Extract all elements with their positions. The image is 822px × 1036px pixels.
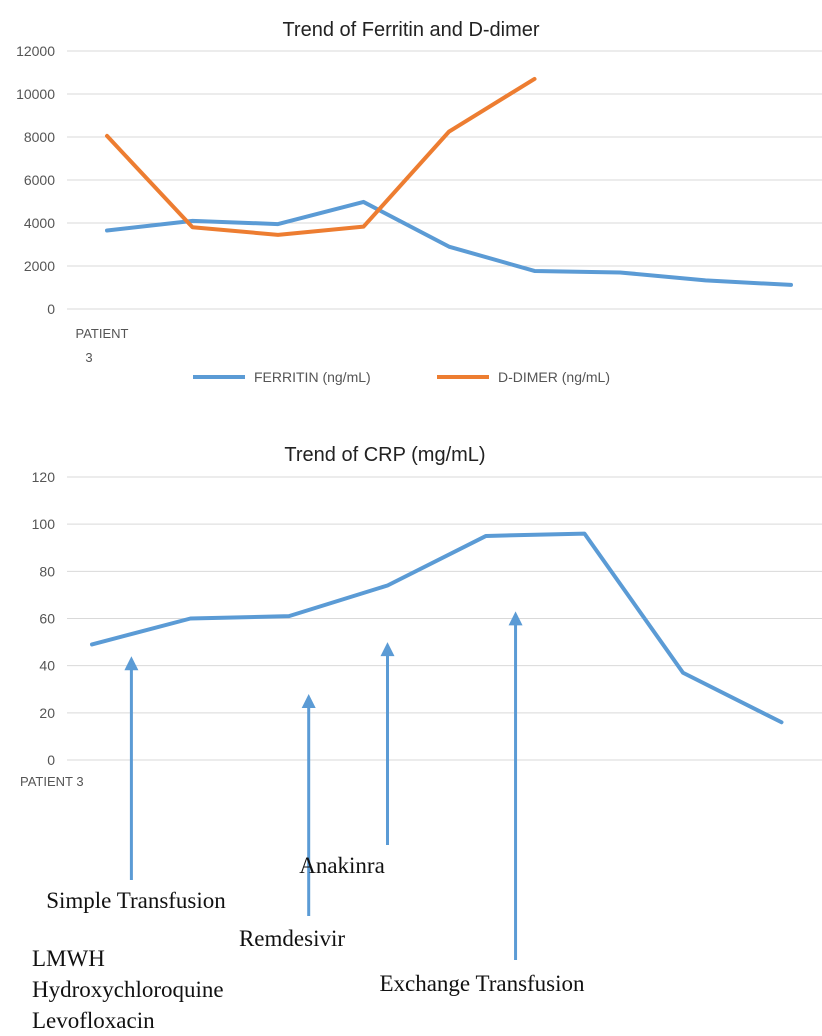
series-line-d-dimer — [105, 76, 537, 237]
y-tick-label: 0 — [47, 301, 55, 317]
annotation-arrowhead — [380, 642, 395, 657]
x-tick-label: 3 — [85, 350, 92, 365]
annotation-arrowhead — [301, 693, 316, 708]
chart1-y-axis: 0 2000 4000 6000 8000 10000 12000 — [16, 43, 55, 317]
annotation-label: LMWH — [32, 946, 105, 971]
chart1-legend: FERRITIN (ng/mL) D-DIMER (ng/mL) — [193, 369, 610, 385]
annotation-label: Hydroxychloroquine — [32, 977, 224, 1002]
y-tick-label: 20 — [39, 705, 55, 721]
chart2-annotations: Simple Transfusion LMWH Hydroxychloroquine… — [32, 611, 585, 1033]
y-tick-label: 12000 — [16, 43, 55, 59]
y-tick-label: 120 — [32, 469, 56, 485]
y-tick-label: 100 — [32, 516, 56, 532]
annotation-arrowhead — [124, 656, 139, 671]
annotation-label: Exchange Transfusion — [379, 971, 585, 996]
chart1-x-axis: PATIENT 3 — [76, 326, 129, 365]
y-tick-label: 0 — [47, 752, 55, 768]
y-tick-label: 60 — [39, 611, 55, 627]
annotation-arrowhead — [508, 611, 523, 626]
y-tick-label: 4000 — [24, 215, 55, 231]
x-tick-label: PATIENT — [76, 326, 129, 341]
y-tick-label: 10000 — [16, 86, 55, 102]
y-tick-label: 8000 — [24, 129, 55, 145]
legend-label: FERRITIN (ng/mL) — [254, 369, 371, 385]
ferritin-ddimer-chart: Trend of Ferritin and D-dimer 0 2000 4000 6… — [16, 19, 822, 385]
annotation-label: Simple Transfusion — [46, 888, 226, 913]
y-tick-label: 6000 — [24, 172, 55, 188]
chart2-x-axis: PATIENT 3 — [20, 774, 84, 789]
chart2-series — [90, 531, 784, 725]
y-tick-label: 40 — [39, 658, 55, 674]
chart1-series — [105, 76, 793, 287]
series-line-ferritin — [105, 199, 793, 287]
x-tick-label: PATIENT 3 — [20, 774, 84, 789]
chart2-gridlines — [67, 476, 822, 761]
y-tick-label: 2000 — [24, 258, 55, 274]
annotation-label: Remdesivir — [239, 926, 345, 951]
crp-chart: Trend of CRP (mg/mL) 0 20 40 60 80 100 120 PAT… — [20, 444, 822, 1033]
annotation-label: Anakinra — [299, 853, 385, 878]
chart2-y-axis: 0 20 40 60 80 100 120 — [32, 469, 56, 768]
legend-label: D-DIMER (ng/mL) — [498, 369, 610, 385]
series-line-crp — [90, 531, 784, 725]
chart1-gridlines — [67, 50, 822, 310]
chart2-title: Trend of CRP (mg/mL) — [284, 444, 485, 466]
chart1-title: Trend of Ferritin and D-dimer — [282, 19, 539, 41]
annotation-label: Levofloxacin — [32, 1008, 155, 1033]
y-tick-label: 80 — [39, 563, 55, 579]
